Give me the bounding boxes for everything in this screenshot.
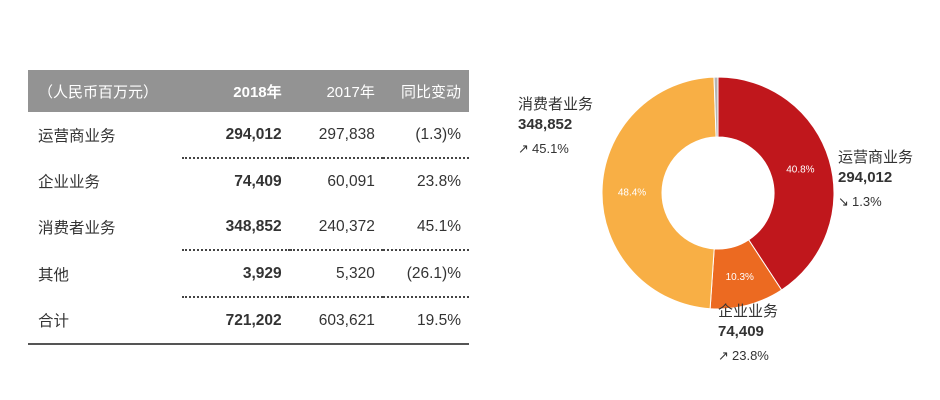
revenue-table-container: （人民币百万元） 2018年 2017年 同比变动 运营商业务 294,012 … [28, 70, 469, 345]
table-header-row: （人民币百万元） 2018年 2017年 同比变动 [28, 70, 469, 112]
callout-carrier-name: 运营商业务 [838, 149, 914, 166]
revenue-table: （人民币百万元） 2018年 2017年 同比变动 运营商业务 294,012 … [28, 70, 469, 343]
row-yoy: 19.5% [417, 311, 461, 329]
row-2017: 60,091 [327, 172, 375, 190]
row-2017: 297,838 [289, 112, 383, 159]
callout-carrier-change-value: 1.3% [852, 194, 882, 209]
callout-consumer-name: 消费者业务 [518, 96, 594, 113]
arrow-up-icon: ↗ [518, 141, 529, 156]
table-row: 消费者业务 348,852 240,372 45.1% [28, 204, 469, 251]
callout-consumer-value: 348,852 [518, 116, 573, 133]
table-row: 企业业务 74,409 60,091 23.8% [28, 158, 469, 204]
row-yoy: (1.3)% [382, 112, 469, 159]
row-2017: 5,320 [289, 250, 383, 298]
row-2018: 348,852 [181, 204, 290, 251]
row-2018: 3,929 [181, 250, 290, 298]
callout-consumer-change-value: 45.1% [532, 141, 569, 156]
callout-enterprise-change-value: 23.8% [732, 348, 769, 363]
donut-label-0: 40.8% [786, 164, 814, 175]
header-2017: 2017年 [326, 83, 375, 101]
callout-consumer: 消费者业务 348,852 ↗ 45.1% [518, 95, 593, 159]
donut-label-2: 48.4% [618, 188, 646, 199]
header-unit: （人民币百万元） [38, 83, 159, 101]
row-2018: 721,202 [225, 311, 282, 329]
donut-slice-3 [713, 76, 719, 138]
donut-slice-2 [601, 76, 717, 310]
table-row: 运营商业务 294,012 297,838 (1.3)% [28, 112, 469, 159]
header-yoy: 同比变动 [400, 83, 461, 101]
callout-enterprise: 企业业务 74,409 ↗ 23.8% [718, 302, 778, 366]
row-name: 其他 [38, 266, 70, 284]
arrow-up-icon: ↗ [718, 348, 729, 363]
callout-consumer-change: ↗ 45.1% [518, 139, 593, 159]
row-name: 企业业务 [38, 174, 101, 191]
header-2018: 2018年 [233, 83, 282, 101]
callout-carrier-change: ↘ 1.3% [838, 192, 913, 212]
row-yoy: 23.8% [417, 172, 461, 190]
row-name: 合计 [38, 313, 70, 330]
row-2018: 294,012 [181, 112, 290, 159]
row-name: 消费者业务 [38, 220, 116, 237]
row-yoy: 45.1% [382, 204, 469, 251]
row-2018: 74,409 [234, 172, 282, 190]
callout-enterprise-change: ↗ 23.8% [718, 346, 778, 366]
row-2017: 603,621 [318, 311, 375, 329]
arrow-down-icon: ↘ [838, 194, 849, 209]
donut-slice-0 [717, 76, 835, 291]
donut-chart: 40.8% 10.3% 48.4% [601, 76, 835, 310]
table-row: 其他 3,929 5,320 (26.1)% [28, 250, 469, 298]
callout-carrier: 运营商业务 294,012 ↘ 1.3% [838, 148, 913, 212]
table-bottom-rule [28, 343, 469, 345]
row-name: 运营商业务 [38, 128, 116, 145]
callout-carrier-value: 294,012 [838, 169, 893, 186]
callout-enterprise-name: 企业业务 [718, 303, 779, 320]
table-row-total: 合计 721,202 603,621 19.5% [28, 297, 469, 343]
row-2017: 240,372 [289, 204, 383, 251]
donut-label-1: 10.3% [726, 272, 754, 283]
callout-enterprise-value: 74,409 [718, 323, 764, 340]
row-yoy: (26.1)% [382, 250, 469, 298]
